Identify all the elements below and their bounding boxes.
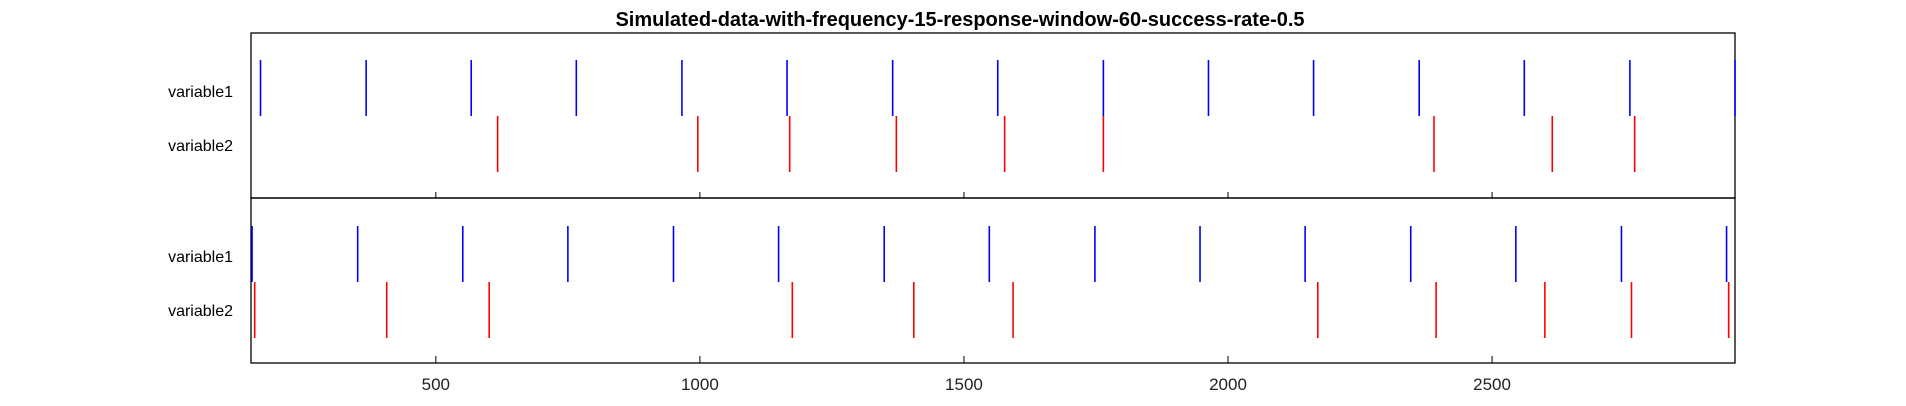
- row-label: variable1: [168, 84, 233, 101]
- chart-title: Simulated-data-with-frequency-15-respons…: [615, 9, 1304, 31]
- row-label: variable2: [168, 303, 233, 320]
- panel-frame: [250, 197, 1736, 364]
- panel-2: variable1 variable2: [168, 197, 1736, 364]
- row-label: variable2: [168, 138, 233, 155]
- x-tick-label: 500: [422, 375, 450, 394]
- x-tick-label: 2500: [1473, 375, 1511, 394]
- row-variable2: variable2: [168, 116, 1636, 172]
- panels-layer: variable1 variable2 variable1 variable2: [168, 32, 1736, 364]
- x-axis: 500 1000 1500 2000 2500: [422, 192, 1511, 394]
- x-tick-label: 1500: [945, 375, 983, 394]
- row-variable1: variable1: [168, 60, 1736, 116]
- row-label: variable1: [168, 249, 233, 266]
- row-variable1: variable1: [168, 226, 1728, 282]
- x-tick-label: 1000: [681, 375, 719, 394]
- row-variable2: variable2: [168, 282, 1730, 338]
- x-tick-label: 2000: [1209, 375, 1247, 394]
